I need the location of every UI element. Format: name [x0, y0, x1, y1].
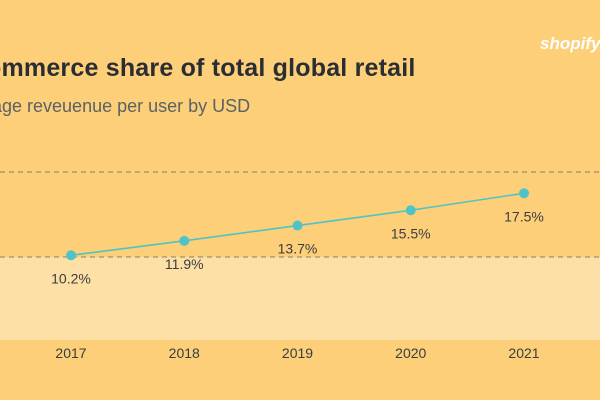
x-tick-2019: 2019 — [282, 345, 313, 361]
data-point-2021 — [519, 188, 529, 199]
data-label-2021: 17.5% — [504, 208, 544, 224]
x-axis-ticks: 2017 2018 2019 2020 2021 — [55, 345, 539, 361]
reference-lines — [0, 171, 600, 258]
data-point-2018 — [179, 235, 190, 246]
chart-background-band — [0, 257, 600, 340]
data-label-2017: 10.2% — [51, 270, 91, 286]
chart-background-footer — [0, 340, 600, 400]
data-label-2018: 11.9% — [165, 256, 204, 272]
data-point-2019 — [292, 220, 303, 231]
data-points — [66, 188, 529, 261]
x-tick-2021: 2021 — [508, 345, 539, 361]
chart-background-top — [0, 0, 600, 257]
chart-subtitle: rage reveuenue per user by USD — [0, 96, 251, 116]
data-label-2020: 15.5% — [391, 225, 431, 241]
data-point-2020 — [405, 205, 416, 216]
data-point-2017 — [66, 250, 76, 261]
shopify-logo: shopify — [540, 34, 600, 53]
x-tick-2020: 2020 — [395, 345, 426, 361]
data-label-2019: 13.7% — [278, 241, 318, 257]
chart-title: ommerce share of total global retail — [0, 54, 416, 82]
x-tick-2017: 2017 — [55, 345, 86, 361]
x-tick-2018: 2018 — [169, 345, 200, 361]
data-labels: 10.2% 11.9% 13.7% 15.5% 17.5% — [51, 208, 544, 286]
